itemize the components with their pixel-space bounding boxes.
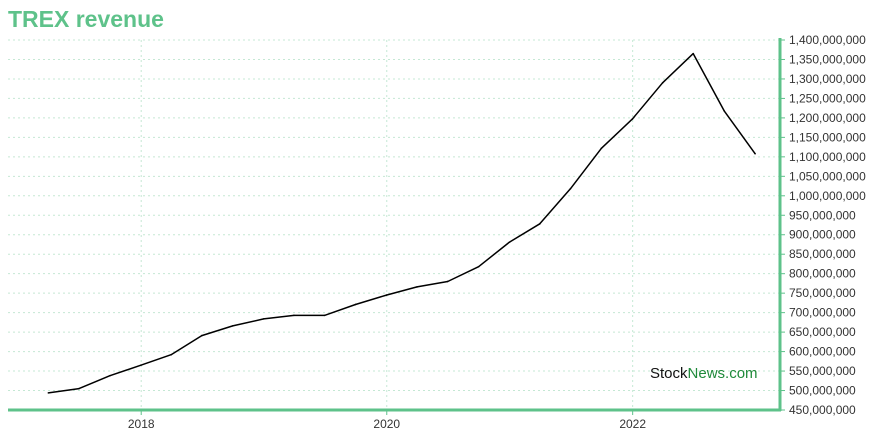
data-point: [539, 223, 541, 225]
y-tick-label: 800,000,000: [789, 267, 856, 281]
data-point: [723, 110, 725, 112]
data-point: [661, 82, 664, 84]
y-tick-label: 1,300,000,000: [789, 72, 866, 86]
chart-title: TREX revenue: [8, 6, 164, 32]
data-point: [231, 325, 234, 327]
y-tick-label: 850,000,000: [789, 247, 856, 261]
watermark-part1: Stock: [650, 365, 688, 382]
y-tick-label: 1,050,000,000: [789, 169, 866, 183]
data-point: [600, 147, 603, 150]
y-tick-label: 1,000,000,000: [789, 189, 866, 203]
y-tick-label: 950,000,000: [789, 208, 856, 222]
data-point: [109, 374, 111, 377]
data-point: [446, 280, 449, 283]
y-tick-label: 750,000,000: [789, 286, 856, 300]
y-tick-label: 900,000,000: [789, 228, 856, 242]
watermark: StockNews.com: [650, 365, 758, 382]
data-point: [631, 118, 634, 120]
y-tick-label: 1,150,000,000: [789, 130, 866, 144]
grid-lines: [8, 39, 780, 411]
tick-labels: 450,000,000 500,000,000 550,000,000 600,000…: [128, 33, 866, 431]
y-tick-label: 1,250,000,000: [789, 91, 866, 105]
data-point: [78, 387, 80, 390]
y-tick-label: 450,000,000: [789, 403, 856, 417]
y-tick-label: 1,350,000,000: [789, 52, 866, 66]
axes: [8, 38, 785, 415]
y-tick-label: 700,000,000: [789, 306, 856, 320]
data-point: [47, 392, 50, 394]
y-tick-label: 550,000,000: [789, 364, 856, 378]
y-tick-label: 1,100,000,000: [789, 150, 866, 164]
revenue-series-line: [48, 52, 756, 394]
y-tick-label: 600,000,000: [789, 345, 856, 359]
data-point: [754, 152, 756, 155]
data-point: [692, 52, 695, 55]
series-layer: [47, 52, 756, 394]
y-tick-label: 1,200,000,000: [789, 111, 866, 125]
watermark-part2: News.com: [687, 365, 758, 382]
x-tick-label: 2022: [619, 417, 646, 431]
data-point: [477, 265, 480, 268]
data-point: [416, 286, 418, 288]
x-tick-label: 2020: [373, 417, 400, 431]
data-point: [170, 353, 172, 356]
data-point: [200, 334, 203, 337]
data-point: [354, 303, 357, 306]
data-point: [323, 314, 326, 317]
data-point: [508, 241, 511, 243]
y-tick-label: 1,400,000,000: [789, 33, 866, 47]
data-point: [293, 314, 295, 317]
x-tick-label: 2018: [128, 417, 155, 431]
data-point: [262, 318, 265, 320]
y-tick-label: 650,000,000: [789, 325, 856, 339]
y-tick-label: 500,000,000: [789, 384, 856, 398]
data-point: [140, 364, 142, 367]
data-point: [385, 294, 388, 296]
data-point: [569, 187, 572, 190]
